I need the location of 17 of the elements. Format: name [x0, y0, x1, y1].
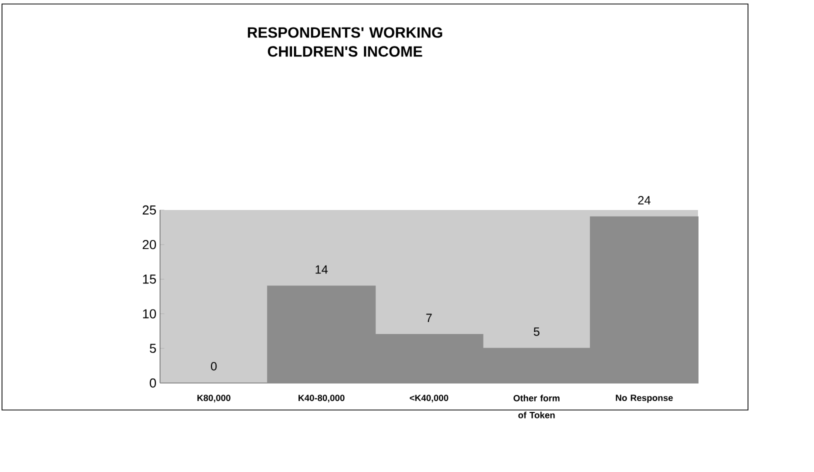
y-tick-label: 0: [150, 378, 156, 388]
data-label: 5: [534, 328, 540, 336]
x-tick-label: K40-80,000: [298, 394, 344, 402]
data-label: 24: [638, 196, 651, 204]
y-tick-label: 25: [142, 205, 156, 215]
y-tick-label: 10: [143, 309, 156, 318]
x-tick-label: Other form of Token: [514, 394, 560, 418]
y-tick-label: 5: [150, 344, 156, 353]
x-tick-label: No Response: [616, 394, 673, 403]
chart-title: RESPONDENTS' WORKING CHILDREN'S INCOME: [248, 27, 442, 57]
data-label: 0: [210, 362, 217, 370]
y-tick-label: 15: [143, 274, 156, 284]
data-label: 7: [426, 314, 432, 322]
x-tick-label: K80,000: [197, 394, 230, 402]
y-tick-label: 20: [142, 240, 156, 250]
data-label: 14: [316, 265, 328, 274]
x-tick-label: <K40,000: [410, 394, 448, 402]
